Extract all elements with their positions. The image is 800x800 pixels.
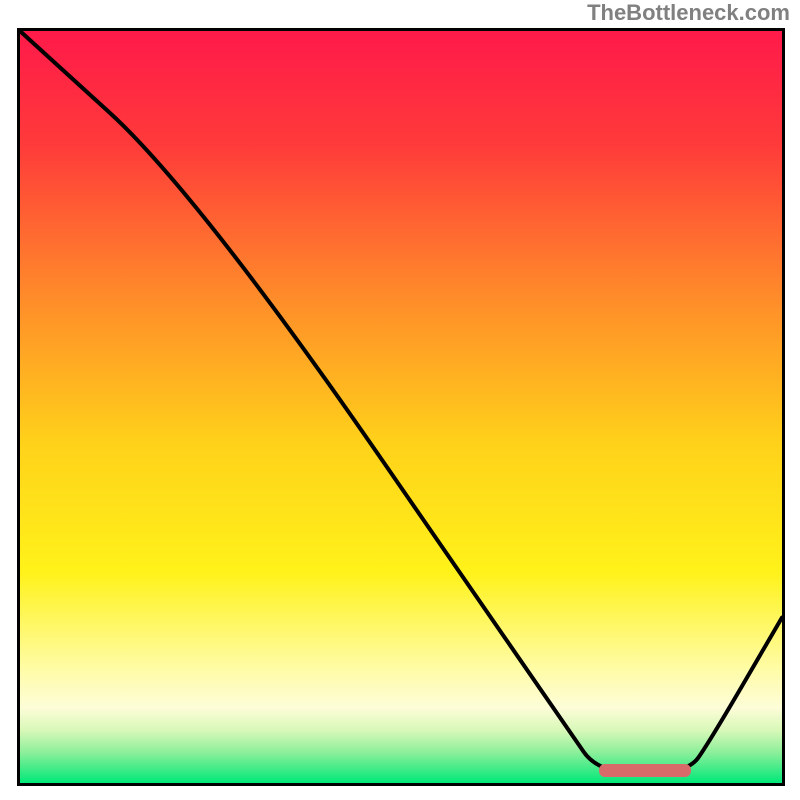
bottleneck-curve — [20, 31, 782, 783]
optimal-range-marker — [599, 764, 690, 777]
watermark-text: TheBottleneck.com — [587, 0, 790, 26]
plot-area — [17, 28, 785, 786]
